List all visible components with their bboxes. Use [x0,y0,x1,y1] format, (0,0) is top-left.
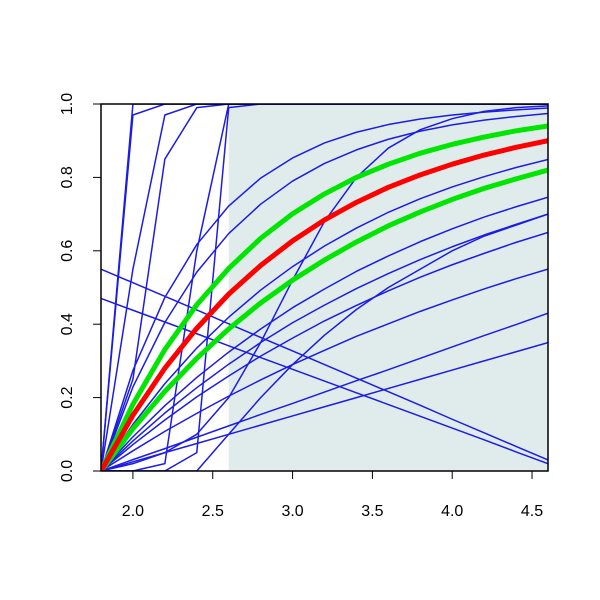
series-line [101,104,548,471]
series-line [101,231,548,471]
y-tick-label: 0.6 [59,240,76,262]
series-line [101,112,548,471]
x-tick-label: 2.5 [202,503,224,520]
plot-frame [100,103,549,472]
series-line [101,138,548,471]
series-line [101,213,548,471]
series-line [101,158,548,471]
series-line [101,104,548,471]
x-tick-label: 3.0 [281,503,303,520]
y-tick-label: 0.0 [59,460,76,482]
x-tick-label: 4.0 [441,503,463,520]
series-line [101,196,548,471]
x-tick-label: 2.0 [122,503,144,520]
series-line [101,312,548,471]
x-tick-label: 3.5 [361,503,383,520]
plot-lines [101,104,548,471]
series-line [101,104,548,471]
series-line [101,268,548,461]
y-tick-label: 1.0 [59,93,76,115]
series-line [101,268,548,471]
series-line [101,213,548,471]
series-line [101,104,548,471]
y-tick-label: 0.8 [59,166,76,188]
series-line [101,123,548,471]
series-line [101,167,548,471]
y-tick-label: 0.4 [59,313,76,335]
series-line [101,297,548,465]
y-tick-label: 0.2 [59,386,76,408]
x-tick-label: 4.5 [521,503,543,520]
series-line [101,341,548,471]
